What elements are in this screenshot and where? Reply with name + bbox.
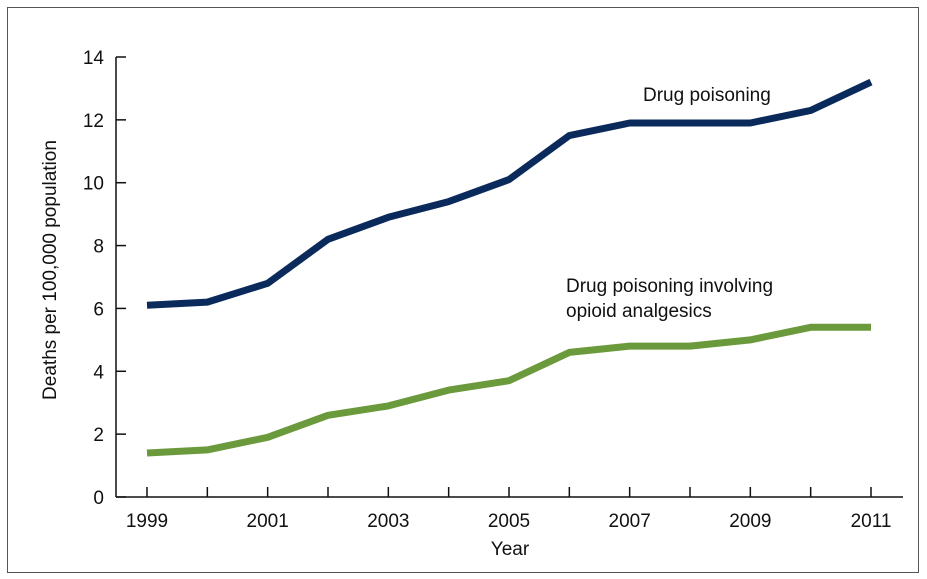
x-tick-label: 2007 xyxy=(609,511,651,532)
x-tick-label: 2005 xyxy=(488,511,530,532)
series-lines xyxy=(146,78,873,457)
y-axis-label: Deaths per 100,000 population xyxy=(40,140,61,400)
axes: 0 2 4 6 8 10 12 14 1999 2001 2003 2005 2007 2009 2011 xyxy=(83,48,903,532)
y-tick-label: 4 xyxy=(93,362,104,383)
y-tick-label: 8 xyxy=(93,237,104,258)
x-tick-label: 2001 xyxy=(247,511,289,532)
series-label-2: Drug poisoning involving xyxy=(566,276,773,297)
series-line-1 xyxy=(146,78,873,309)
x-tick-label: 2003 xyxy=(367,511,409,532)
series-line-2 xyxy=(146,323,871,457)
x-tick-label: 2011 xyxy=(851,511,892,532)
y-tick-label: 12 xyxy=(83,111,104,132)
series-labels: Drug poisoning Drug poisoning involving op… xyxy=(566,85,773,322)
y-tick-label: 10 xyxy=(83,174,104,195)
y-tick-label: 6 xyxy=(93,299,104,320)
y-tick-label: 14 xyxy=(83,48,105,69)
x-tick-label: 2009 xyxy=(729,511,771,532)
x-tick-label: 1999 xyxy=(126,511,168,532)
y-tick-label: 0 xyxy=(93,488,104,509)
series-label-2: opioid analgesics xyxy=(566,301,712,322)
y-tick-label: 2 xyxy=(93,425,104,446)
chart-frame xyxy=(7,7,919,573)
series-label-1: Drug poisoning xyxy=(643,85,771,106)
x-axis-label: Year xyxy=(491,539,530,560)
